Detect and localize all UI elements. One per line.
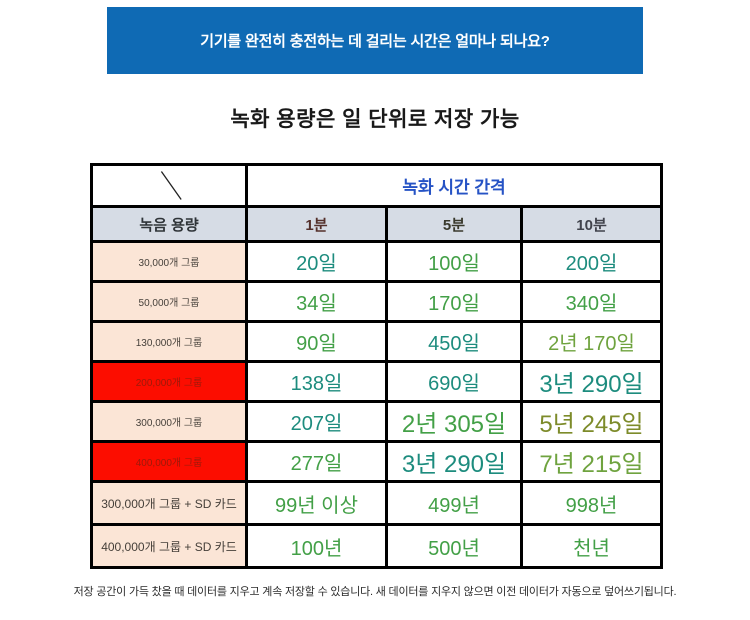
cell-value: 340일	[519, 280, 664, 323]
row-label: 300,000개 그룹	[90, 400, 248, 443]
table-row: 400,000개 그룹 + SD 카드 100년 500년 천년	[90, 523, 664, 569]
row-header-label: 녹음 용량	[90, 205, 248, 243]
row-label: 300,000개 그룹 + SD 카드	[90, 480, 248, 526]
cell-value: 2년 305일	[385, 400, 523, 443]
cell-value: 200일	[519, 240, 664, 283]
table-row: 130,000개 그룹 90일 450일 2년 170일	[90, 320, 664, 363]
cell-value: 690일	[385, 360, 523, 403]
group-header-row: 녹화 시간 간격	[90, 163, 664, 208]
page-title: 녹화 용량은 일 단위로 저장 가능	[230, 108, 520, 131]
row-label: 130,000개 그룹	[90, 320, 248, 363]
cell-value: 2년 170일	[519, 320, 664, 363]
diagonal-line-icon	[93, 166, 245, 205]
table-row: 300,000개 그룹 + SD 카드 99년 이상 499년 998년	[90, 480, 664, 526]
cell-value: 100년	[245, 523, 388, 569]
cell-value: 7년 215일	[519, 440, 664, 483]
row-label: 50,000개 그룹	[90, 280, 248, 323]
row-label: 200,000개 그룹	[90, 360, 248, 403]
cell-value: 5년 245일	[519, 400, 664, 443]
cell-value: 207일	[245, 400, 388, 443]
cell-value: 499년	[385, 480, 523, 526]
cell-value: 500년	[385, 523, 523, 569]
faq-question-banner[interactable]: 기기를 완전히 충전하는 데 걸리는 시간은 얼마나 되나요?	[107, 7, 643, 74]
table-row: 300,000개 그룹 207일 2년 305일 5년 245일	[90, 400, 664, 443]
cell-value: 138일	[245, 360, 388, 403]
capacity-table: 녹화 시간 간격 녹음 용량 1분 5분 10분 30,000개 그룹 20일 …	[90, 163, 664, 569]
cell-value: 277일	[245, 440, 388, 483]
cell-value: 450일	[385, 320, 523, 363]
cell-value: 90일	[245, 320, 388, 363]
cell-value: 170일	[385, 280, 523, 323]
faq-question-text: 기기를 완전히 충전하는 데 걸리는 시간은 얼마나 되나요?	[200, 33, 550, 50]
cell-value: 천년	[519, 523, 664, 569]
footnote: 저장 공간이 가득 찼을 때 데이터를 지우고 계속 저장할 수 있습니다. 새…	[73, 586, 677, 598]
col-header-1min: 1분	[245, 205, 388, 243]
table-row: 30,000개 그룹 20일 100일 200일	[90, 240, 664, 283]
cell-value: 34일	[245, 280, 388, 323]
table-row-highlighted: 400,000개 그룹 277일 3년 290일 7년 215일	[90, 440, 664, 483]
cell-value: 3년 290일	[385, 440, 523, 483]
cell-value: 99년 이상	[245, 480, 388, 526]
row-label: 30,000개 그룹	[90, 240, 248, 283]
row-label: 400,000개 그룹	[90, 440, 248, 483]
col-header-5min: 5분	[385, 205, 523, 243]
cell-value: 100일	[385, 240, 523, 283]
corner-cell	[90, 163, 248, 208]
cell-value: 998년	[519, 480, 664, 526]
cell-value: 20일	[245, 240, 388, 283]
table-row-highlighted: 200,000개 그룹 138일 690일 3년 290일	[90, 360, 664, 403]
column-header-row: 녹음 용량 1분 5분 10분	[90, 205, 664, 243]
cell-value: 3년 290일	[519, 360, 664, 403]
col-header-10min: 10분	[519, 205, 664, 243]
row-label: 400,000개 그룹 + SD 카드	[90, 523, 248, 569]
table-row: 50,000개 그룹 34일 170일 340일	[90, 280, 664, 323]
column-group-header: 녹화 시간 간격	[244, 163, 664, 208]
